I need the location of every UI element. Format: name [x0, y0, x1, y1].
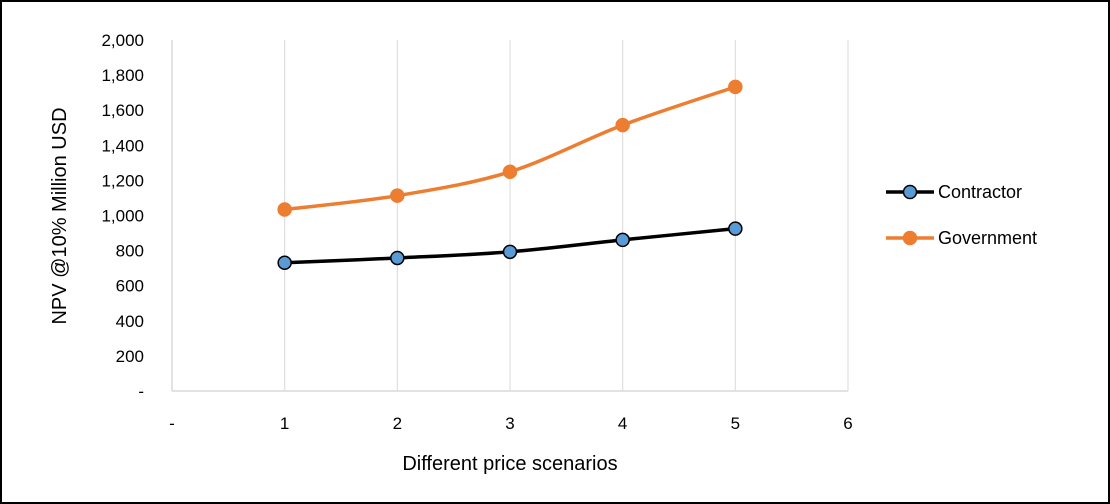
- legend-marker-contractor: [902, 184, 918, 200]
- legend-marker-government: [902, 230, 918, 246]
- y-tick-label: 1,600: [101, 101, 144, 120]
- axes: [171, 40, 848, 392]
- data-point-government: [390, 188, 405, 203]
- y-tick-label: 400: [116, 312, 144, 331]
- x-tick-label: 4: [618, 414, 627, 433]
- y-tick-label: 600: [116, 277, 144, 296]
- x-tick-label: 2: [393, 414, 402, 433]
- y-tick-label: 2,000: [101, 31, 144, 50]
- y-tick-label: 800: [116, 242, 144, 261]
- x-tick-label: 3: [505, 414, 514, 433]
- y-axis-title: NPV @10% Million USD: [49, 107, 71, 324]
- y-tick-label: 1,400: [101, 136, 144, 155]
- y-tick-label: -: [138, 382, 144, 401]
- data-point-contractor: [502, 244, 518, 260]
- legend-label-contractor: Contractor: [938, 182, 1022, 202]
- data-point-government: [502, 164, 518, 180]
- x-tick-label: 6: [843, 414, 852, 433]
- data-point-contractor: [615, 232, 630, 248]
- data-series: [277, 79, 743, 270]
- tick-labels: - 200 400 600 800 1,000 1,200 1,400 1,600 1,800 2,…: [101, 31, 852, 433]
- data-point-contractor: [390, 250, 405, 266]
- y-tick-label: 1,800: [101, 66, 144, 85]
- y-tick-label: 200: [116, 347, 144, 366]
- legend: Contractor Government: [886, 182, 1037, 248]
- y-tick-label: 1,200: [101, 171, 144, 190]
- x-axis-title: Different price scenarios: [402, 453, 617, 475]
- data-point-contractor: [277, 255, 292, 270]
- x-tick-label: 5: [731, 414, 740, 433]
- data-point-contractor: [728, 221, 743, 236]
- data-point-government: [728, 79, 743, 95]
- y-tick-label: 1,000: [101, 207, 144, 226]
- gridlines: [284, 40, 849, 391]
- data-point-government: [615, 117, 630, 133]
- data-point-government: [277, 202, 292, 217]
- x-tick-label: -: [169, 414, 175, 433]
- legend-label-government: Government: [938, 228, 1037, 248]
- x-tick-label: 1: [280, 414, 289, 433]
